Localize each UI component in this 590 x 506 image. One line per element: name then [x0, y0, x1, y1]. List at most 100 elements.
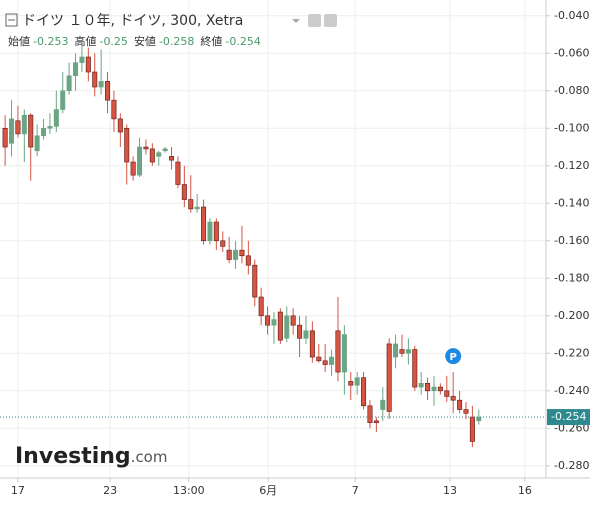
candle-body: [137, 146, 143, 176]
candle-body: [92, 71, 98, 88]
candle-body: [393, 343, 399, 358]
candle-body: [450, 396, 456, 401]
candle-body: [252, 264, 258, 298]
x-tick-label: 17: [11, 484, 25, 497]
candle-body: [444, 390, 450, 397]
x-tick-label: 13:00: [173, 484, 205, 497]
last-value-label: -0.254: [551, 410, 586, 423]
event-marker-label[interactable]: P: [450, 352, 457, 363]
candle-body: [149, 148, 155, 163]
candle-body: [245, 255, 251, 266]
candle-body: [9, 118, 15, 144]
grid: [0, 0, 546, 478]
candle-body: [79, 56, 85, 63]
candle-body: [412, 349, 418, 388]
candle-body: [162, 148, 168, 152]
ohlc-label: 始値: [8, 34, 30, 48]
candle-body: [405, 349, 411, 354]
x-tick-label: 23: [103, 484, 117, 497]
ohlc-label: 終値: [200, 34, 222, 48]
candle-body: [207, 221, 213, 242]
y-tick-label: -0.140: [554, 196, 589, 209]
candle-body: [181, 184, 187, 200]
candle-body: [233, 249, 239, 260]
y-tick-label: -0.100: [554, 121, 589, 134]
candle-body: [98, 81, 104, 88]
event-marker: [445, 348, 462, 365]
candle-body: [117, 118, 123, 133]
candle-body: [66, 75, 72, 92]
y-tick-label: -0.040: [554, 9, 589, 22]
candle-body: [361, 377, 367, 407]
candle-body: [143, 146, 149, 150]
ohlc-label: 高値: [74, 34, 96, 48]
ohlc-header: 始値 -0.253 高値 -0.25 安値 -0.258 終値 -0.254: [8, 34, 261, 48]
candle-body: [418, 383, 424, 388]
candle-body: [373, 420, 379, 423]
settings-icon[interactable]: [324, 14, 337, 27]
candle-body: [316, 356, 322, 362]
collapse-icon[interactable]: [5, 13, 18, 27]
x-tick-label: 16: [518, 484, 532, 497]
y-tick-label: -0.160: [554, 234, 589, 247]
logo-name: Investing: [15, 444, 131, 469]
candle-body: [322, 360, 328, 365]
candle-body: [175, 161, 181, 185]
candle-body: [271, 319, 277, 326]
candle-body: [47, 126, 53, 129]
candle-body: [380, 399, 386, 410]
candle-body: [386, 343, 392, 412]
candle-body: [297, 324, 303, 339]
y-tick-label: -0.280: [554, 459, 589, 472]
ohlc-value: -0.258: [159, 35, 194, 48]
candle-body: [265, 315, 271, 326]
candle-body: [41, 127, 47, 137]
candle-body: [28, 114, 34, 148]
candle-body: [130, 161, 136, 176]
candle-body: [156, 152, 162, 157]
y-tick-label: -0.120: [554, 159, 589, 172]
candle-body: [290, 315, 296, 326]
logo: Investing.com: [15, 444, 167, 469]
candle-body: [73, 62, 79, 77]
candle-body: [194, 206, 200, 210]
candle-body: [220, 240, 226, 247]
candle-body: [425, 383, 431, 392]
logo-suffix: .com: [131, 448, 168, 466]
x-tick-label: 7: [352, 484, 359, 497]
candle-body: [53, 109, 59, 127]
candle-body: [341, 334, 347, 373]
y-tick-label: -0.180: [554, 271, 589, 284]
candle-body: [258, 296, 264, 317]
candle-body: [239, 249, 245, 257]
dropdown-icon[interactable]: [292, 19, 300, 23]
candle-body: [476, 416, 482, 422]
ohlc-value: -0.25: [99, 35, 127, 48]
x-tick-label: 13: [443, 484, 457, 497]
candle-body: [399, 349, 405, 354]
candle-body: [457, 399, 463, 410]
candle-body: [431, 386, 437, 392]
y-tick-label: -0.060: [554, 46, 589, 59]
x-tick-label: 6月: [259, 484, 277, 497]
candle-body: [284, 315, 290, 339]
eye-icon[interactable]: [308, 14, 321, 27]
candle-body: [124, 127, 130, 163]
candle-body: [367, 405, 373, 423]
candle-body: [169, 156, 175, 161]
candle-body: [105, 81, 111, 101]
candle-body: [437, 386, 443, 392]
candle-body: [309, 330, 315, 358]
y-tick-label: -0.200: [554, 309, 589, 322]
candles: [2, 43, 482, 448]
candle-body: [303, 330, 309, 339]
last-value-box: [547, 409, 590, 426]
ohlc-value: -0.253: [33, 35, 68, 48]
candle-body: [188, 199, 194, 210]
y-tick-label: -0.080: [554, 84, 589, 97]
candle-body: [111, 99, 117, 120]
y-tick-label: -0.240: [554, 384, 589, 397]
candle-body: [463, 409, 469, 414]
